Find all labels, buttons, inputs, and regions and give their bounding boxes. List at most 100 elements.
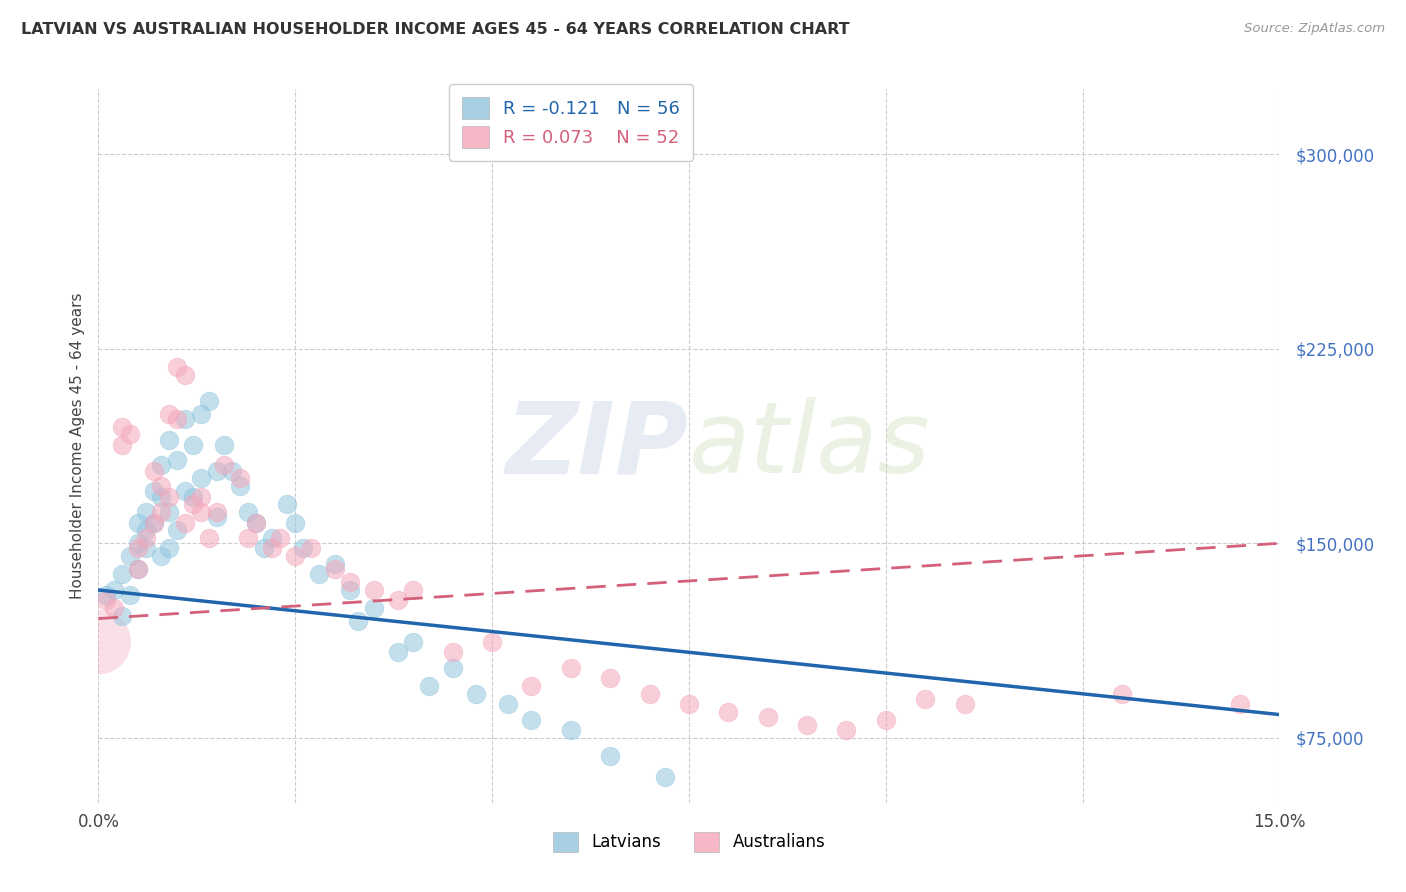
Point: [127, 541, 149, 556]
Point: [292, 541, 315, 556]
Point: [103, 601, 125, 615]
Point: [127, 536, 149, 550]
Point: [142, 516, 165, 530]
Point: [190, 471, 212, 485]
Point: [174, 411, 197, 425]
Point: [135, 541, 157, 556]
Point: [166, 524, 188, 538]
Point: [197, 393, 219, 408]
Point: [441, 645, 464, 659]
Point: [150, 549, 173, 564]
Point: [166, 411, 188, 425]
Point: [166, 359, 188, 374]
Point: [157, 541, 180, 556]
Point: [157, 505, 180, 519]
Point: [118, 549, 141, 564]
Point: [402, 635, 425, 649]
Point: [157, 433, 180, 447]
Point: [214, 458, 236, 473]
Point: [229, 479, 252, 493]
Point: [299, 541, 322, 556]
Point: [96, 593, 118, 607]
Point: [150, 490, 173, 504]
Point: [323, 562, 346, 576]
Point: [127, 516, 149, 530]
Point: [387, 593, 409, 607]
Point: [142, 484, 165, 499]
Point: [339, 582, 361, 597]
Point: [599, 749, 621, 764]
Point: [221, 464, 243, 478]
Point: [174, 516, 197, 530]
Point: [150, 505, 173, 519]
Point: [914, 692, 936, 706]
Point: [174, 368, 197, 382]
Point: [87, 635, 110, 649]
Point: [205, 510, 228, 524]
Point: [118, 427, 141, 442]
Point: [835, 723, 858, 738]
Point: [796, 718, 818, 732]
Text: LATVIAN VS AUSTRALIAN HOUSEHOLDER INCOME AGES 45 - 64 YEARS CORRELATION CHART: LATVIAN VS AUSTRALIAN HOUSEHOLDER INCOME…: [21, 22, 849, 37]
Point: [339, 575, 361, 590]
Point: [111, 419, 134, 434]
Point: [253, 541, 276, 556]
Point: [135, 505, 157, 519]
Text: atlas: atlas: [689, 398, 931, 494]
Point: [166, 453, 188, 467]
Point: [260, 531, 283, 545]
Point: [418, 679, 440, 693]
Point: [236, 505, 259, 519]
Point: [269, 531, 291, 545]
Point: [875, 713, 897, 727]
Point: [236, 531, 259, 545]
Point: [465, 687, 488, 701]
Point: [441, 661, 464, 675]
Point: [363, 601, 385, 615]
Point: [157, 490, 180, 504]
Point: [284, 549, 307, 564]
Point: [717, 705, 740, 719]
Point: [560, 723, 582, 738]
Point: [229, 471, 252, 485]
Point: [599, 671, 621, 685]
Legend: Latvians, Australians: Latvians, Australians: [546, 825, 832, 859]
Point: [181, 497, 204, 511]
Point: [245, 516, 267, 530]
Point: [127, 562, 149, 576]
Point: [111, 609, 134, 624]
Point: [150, 479, 173, 493]
Point: [284, 516, 307, 530]
Point: [245, 516, 267, 530]
Point: [181, 490, 204, 504]
Point: [347, 614, 370, 628]
Point: [181, 438, 204, 452]
Point: [276, 497, 298, 511]
Point: [953, 697, 976, 711]
Point: [481, 635, 503, 649]
Point: [402, 582, 425, 597]
Point: [174, 484, 197, 499]
Point: [190, 505, 212, 519]
Point: [96, 588, 118, 602]
Point: [756, 710, 779, 724]
Point: [496, 697, 519, 711]
Point: [520, 679, 543, 693]
Point: [387, 645, 409, 659]
Point: [638, 687, 661, 701]
Point: [150, 458, 173, 473]
Point: [363, 582, 385, 597]
Point: [118, 588, 141, 602]
Point: [205, 464, 228, 478]
Point: [260, 541, 283, 556]
Point: [135, 531, 157, 545]
Point: [157, 407, 180, 421]
Point: [135, 524, 157, 538]
Point: [654, 770, 676, 784]
Point: [560, 661, 582, 675]
Point: [1111, 687, 1133, 701]
Point: [190, 407, 212, 421]
Point: [142, 516, 165, 530]
Point: [308, 567, 330, 582]
Point: [190, 490, 212, 504]
